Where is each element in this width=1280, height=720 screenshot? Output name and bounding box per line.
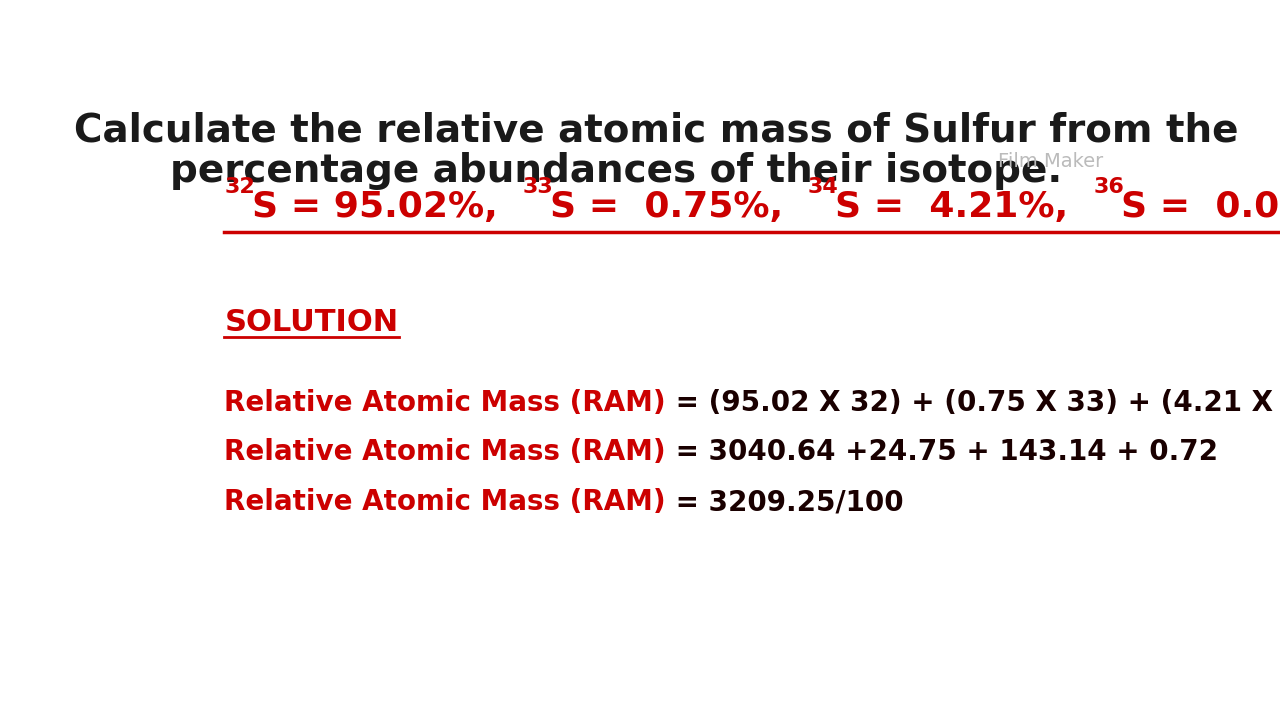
Text: = 3209.25/100: = 3209.25/100: [666, 488, 904, 516]
Text: = (95.02 X 32) + (0.75 X 33) + (4.21 X 34) + (0.02 X 36): = (95.02 X 32) + (0.75 X 33) + (4.21 X 3…: [666, 389, 1280, 417]
Text: percentage abundances of their isotope.: percentage abundances of their isotope.: [170, 152, 1062, 190]
Text: Calculate the relative atomic mass of Sulfur from the: Calculate the relative atomic mass of Su…: [74, 112, 1238, 149]
Text: 34: 34: [808, 177, 838, 197]
Text: Relative Atomic Mass (RAM): Relative Atomic Mass (RAM): [224, 438, 666, 467]
Text: Relative Atomic Mass (RAM): Relative Atomic Mass (RAM): [224, 389, 666, 417]
Text: Film Maker: Film Maker: [998, 152, 1103, 171]
Text: 36: 36: [1093, 177, 1124, 197]
Text: SOLUTION: SOLUTION: [224, 308, 398, 337]
Text: S =  0.75%,: S = 0.75%,: [549, 189, 808, 224]
Text: S = 95.02%,: S = 95.02%,: [252, 189, 522, 224]
Text: 33: 33: [522, 177, 553, 197]
Text: = 3040.64 +24.75 + 143.14 + 0.72: = 3040.64 +24.75 + 143.14 + 0.72: [666, 438, 1219, 467]
Text: 32: 32: [224, 177, 255, 197]
Text: Relative Atomic Mass (RAM): Relative Atomic Mass (RAM): [224, 488, 666, 516]
Text: S =  0.02: S = 0.02: [1120, 189, 1280, 224]
Text: S =  4.21%,: S = 4.21%,: [835, 189, 1093, 224]
